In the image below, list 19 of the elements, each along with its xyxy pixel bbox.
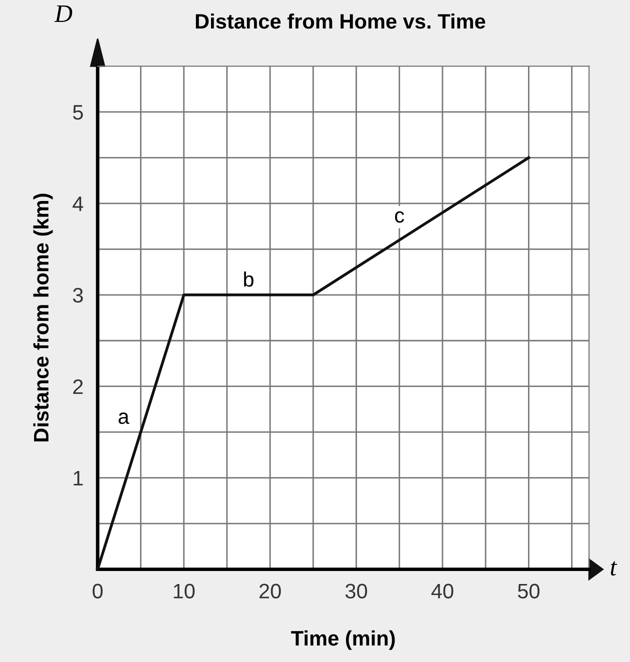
y-tick-label: 3 — [72, 288, 83, 303]
y-tick-label: 1 — [74, 471, 83, 486]
x-tick-label: 50 — [518, 584, 540, 599]
x-tick-label: 0 — [92, 584, 103, 599]
x-tick-label: 30 — [345, 584, 368, 599]
x-tick-label: 10 — [174, 584, 195, 599]
x-tick-label: 20 — [260, 584, 281, 599]
x-tick-label: 40 — [431, 584, 454, 599]
annotation: c — [395, 211, 404, 223]
annotation: b — [244, 271, 254, 287]
y-tick-label: 4 — [72, 196, 84, 211]
y-tick-label: 2 — [73, 379, 83, 394]
chart-title: Distance from Home vs. Time — [196, 13, 486, 29]
text: t — [610, 561, 618, 576]
x-axis-title: Time (min) — [291, 630, 395, 650]
annotation: a — [118, 412, 130, 424]
y-tick-label: 5 — [73, 105, 83, 120]
y-axis-title: Distance from home (km) — [33, 194, 53, 442]
text: D — [54, 6, 72, 22]
